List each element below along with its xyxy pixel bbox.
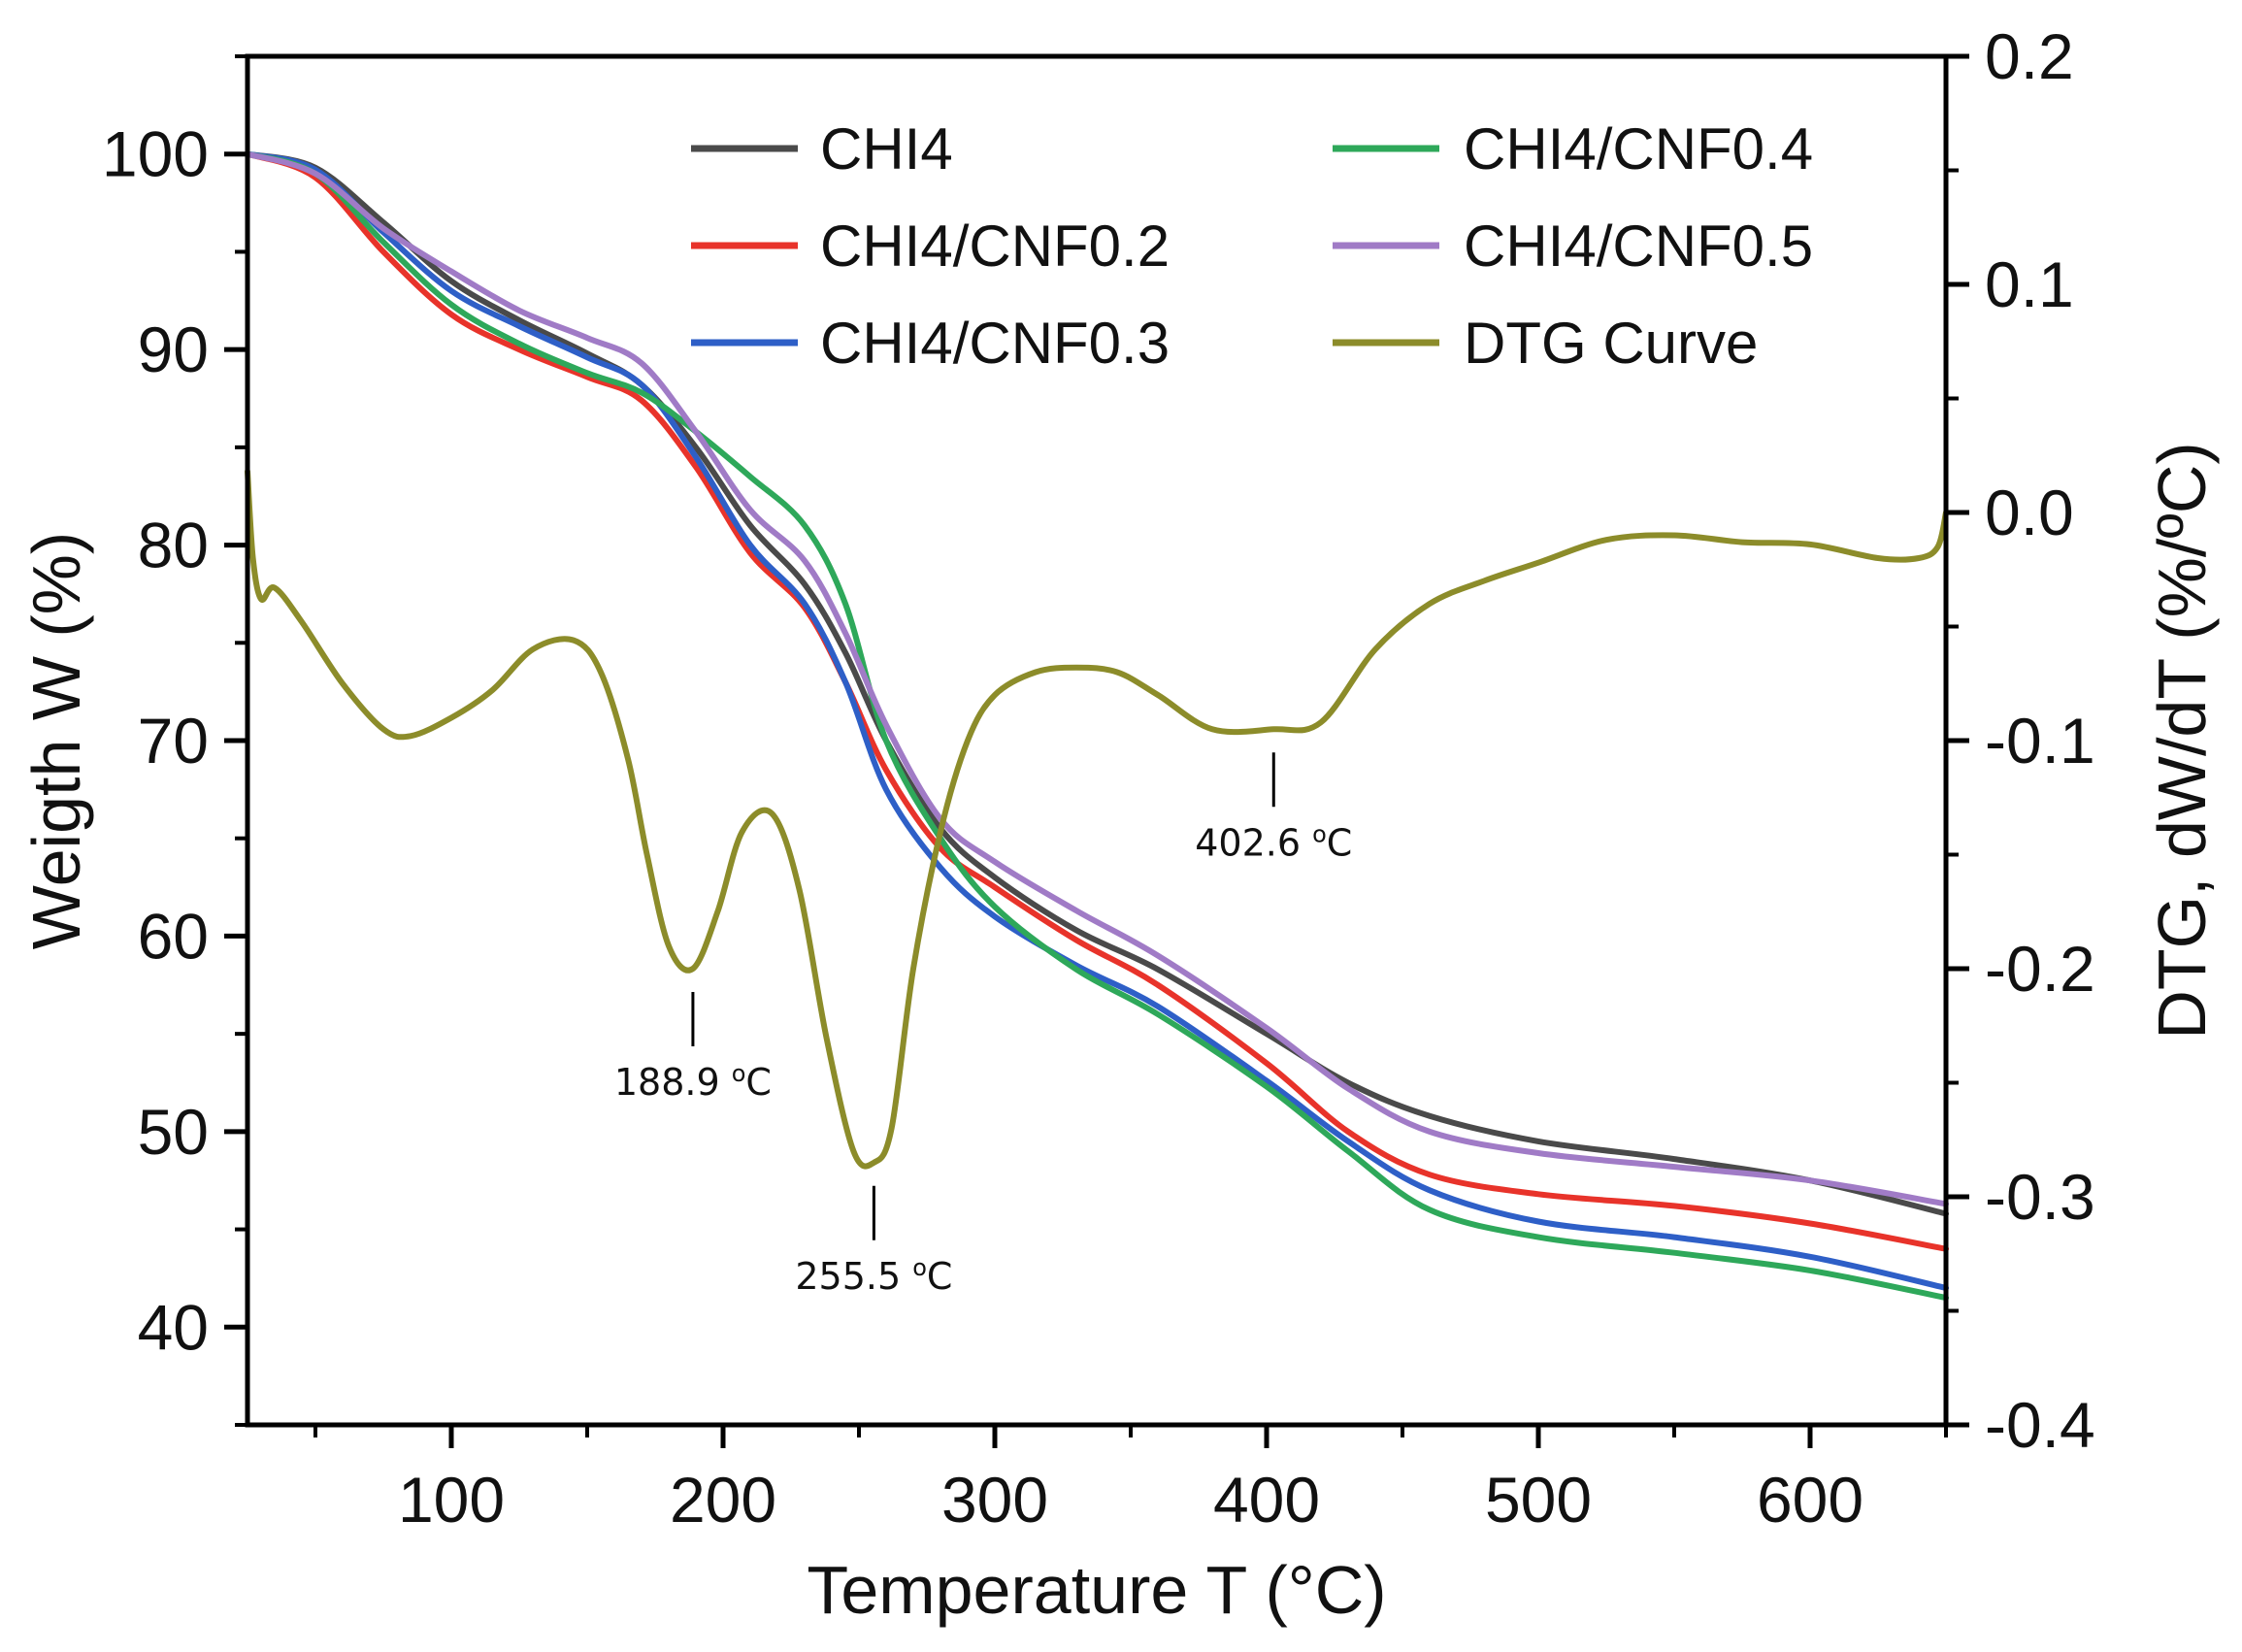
series-line-1	[245, 150, 1949, 1252]
y-right-tick-label: 0.1	[1985, 248, 2074, 320]
legend-label: CHI4	[820, 116, 953, 182]
series-line-4	[245, 150, 1949, 1207]
y-axis-right: -0.4 -0.3 -0.2 -0.1 0.0 0.1 0.2	[1946, 20, 2095, 1461]
x-tick-label: 100	[398, 1464, 505, 1536]
y-left-tick-label: 90	[138, 314, 209, 385]
series-line-0	[245, 150, 1949, 1217]
y-left-tick-label: 40	[138, 1291, 209, 1363]
series-line-2	[245, 150, 1949, 1291]
peak-annotations: 188.9 oC 255.5 oC 402.6 oC	[614, 752, 1352, 1298]
x-tick-label: 600	[1757, 1464, 1863, 1536]
x-tick-label: 400	[1213, 1464, 1320, 1536]
y-axis-left-title: Weigth W (%)	[18, 532, 94, 949]
annotation-label: 255.5 oC	[795, 1254, 952, 1298]
y-right-tick-label: -0.1	[1985, 705, 2095, 776]
annotation-label: 188.9 oC	[614, 1060, 772, 1104]
legend-label: CHI4/CNF0.3	[820, 311, 1170, 376]
y-left-tick-label: 80	[138, 510, 209, 581]
x-tick-label: 500	[1485, 1464, 1592, 1536]
y-left-tick-label: 60	[138, 900, 209, 972]
y-left-tick-label: 70	[138, 705, 209, 776]
x-tick-label: 200	[670, 1464, 776, 1536]
legend-label: CHI4/CNF0.2	[820, 214, 1170, 279]
y-right-tick-label: 0.2	[1985, 20, 2074, 92]
legend: CHI4 CHI4/CNF0.2 CHI4/CNF0.3 CHI4/CNF0.4 CHI…	[691, 116, 1813, 376]
y-left-tick-label: 50	[138, 1096, 209, 1168]
legend-label: DTG Curve	[1464, 311, 1758, 376]
x-axis-title: Temperature T (°C)	[807, 1552, 1386, 1628]
series-line-5	[245, 468, 1949, 1170]
x-axis: 100 200 300 400 500 600	[313, 1425, 1948, 1536]
y-axis-left: 40 50 60 70 80 90 100	[102, 54, 247, 1427]
x-tick-label: 300	[941, 1464, 1048, 1536]
y-right-tick-label: -0.4	[1985, 1389, 2095, 1461]
y-right-tick-label: -0.3	[1985, 1161, 2095, 1233]
y-right-tick-label: -0.2	[1985, 933, 2095, 1005]
legend-label: CHI4/CNF0.5	[1464, 214, 1813, 279]
y-left-tick-label: 100	[102, 118, 209, 190]
series-line-3	[245, 150, 1949, 1302]
legend-label: CHI4/CNF0.4	[1464, 116, 1813, 182]
y-axis-right-title: DTG, dW/dT (%/ºC)	[2144, 442, 2220, 1039]
series-lines	[245, 150, 1949, 1302]
annotation-label: 402.6 oC	[1195, 820, 1352, 864]
y-right-tick-label: 0.0	[1985, 477, 2074, 548]
